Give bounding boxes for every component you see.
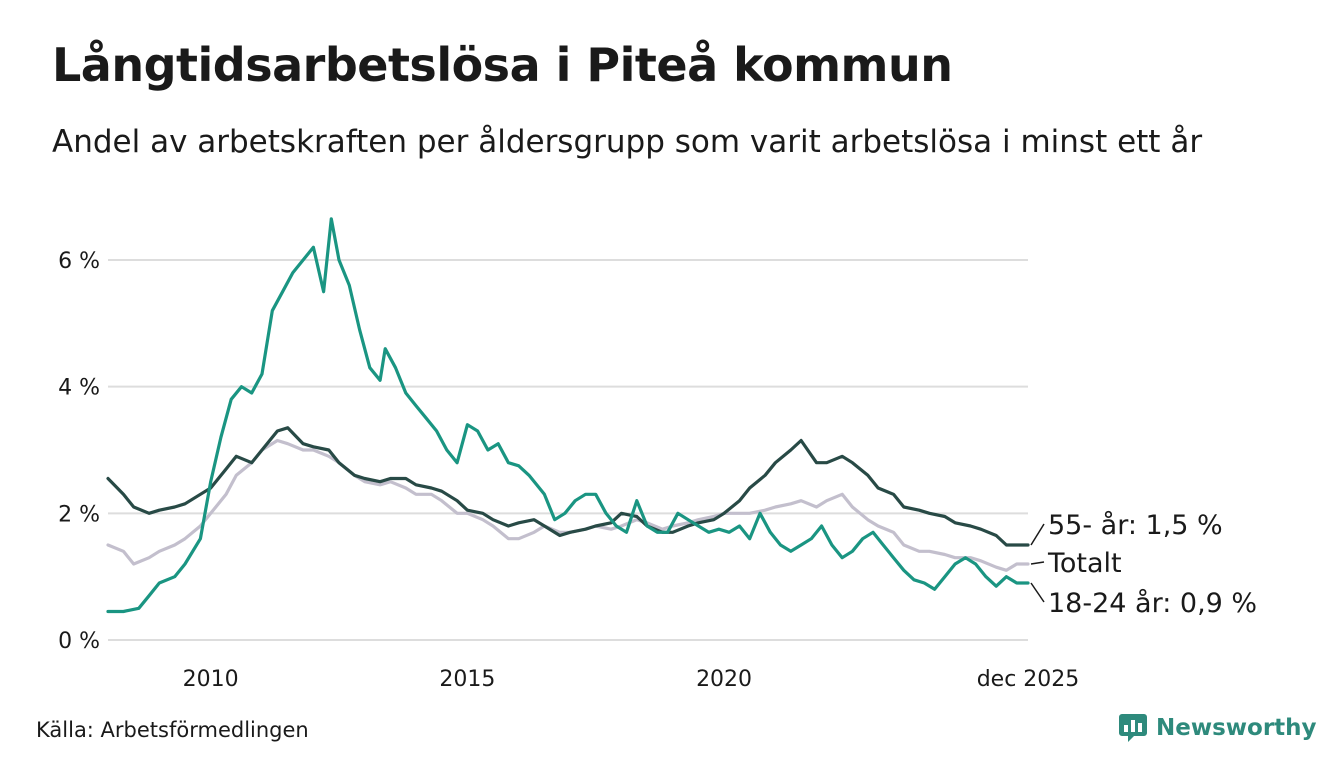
x-tick-label: 2010 <box>183 667 239 692</box>
y-tick-label: 6 % <box>58 249 100 274</box>
label-connector <box>1030 561 1045 565</box>
source-note: Källa: Arbetsförmedlingen <box>36 718 309 742</box>
y-tick-label: 0 % <box>58 629 100 654</box>
chart-title: Långtidsarbetslösa i Piteå kommun <box>52 38 953 92</box>
y-axis-ticks: 0 % 2 % 4 % 6 % <box>58 249 100 654</box>
series-line <box>106 426 1030 547</box>
x-tick-label: 2015 <box>439 667 495 692</box>
newsworthy-logo[interactable]: Newsworthy <box>1118 712 1317 744</box>
line-chart: 0 % 2 % 4 % 6 % 2010 2015 2020 dec 2025 Totalt… <box>58 217 1257 692</box>
chart-subtitle: Andel av arbetskraften per åldersgrupp s… <box>52 124 1203 160</box>
x-tick-label: 2020 <box>696 667 752 692</box>
brand-name: Newsworthy <box>1156 715 1317 741</box>
series-end-label: 18-24 år: 0,9 % <box>1048 588 1257 619</box>
x-axis-ticks: 2010 2015 2020 dec 2025 <box>183 667 1080 692</box>
gridlines <box>108 259 1028 641</box>
y-tick-label: 2 % <box>58 502 100 527</box>
label-connector <box>1030 582 1045 603</box>
bar-chart-logo-icon <box>1119 714 1147 742</box>
x-tick-label: dec 2025 <box>977 667 1080 692</box>
series-line <box>106 217 1030 614</box>
series-lines <box>106 217 1030 614</box>
series-end-label: 55- år: 1,5 % <box>1048 510 1223 541</box>
label-connector <box>1030 523 1045 546</box>
y-tick-label: 4 % <box>58 376 100 401</box>
series-end-label: Totalt <box>1047 548 1122 579</box>
series-end-labels: Totalt 55- år: 1,5 % 18-24 år: 0,9 % <box>1030 510 1257 619</box>
